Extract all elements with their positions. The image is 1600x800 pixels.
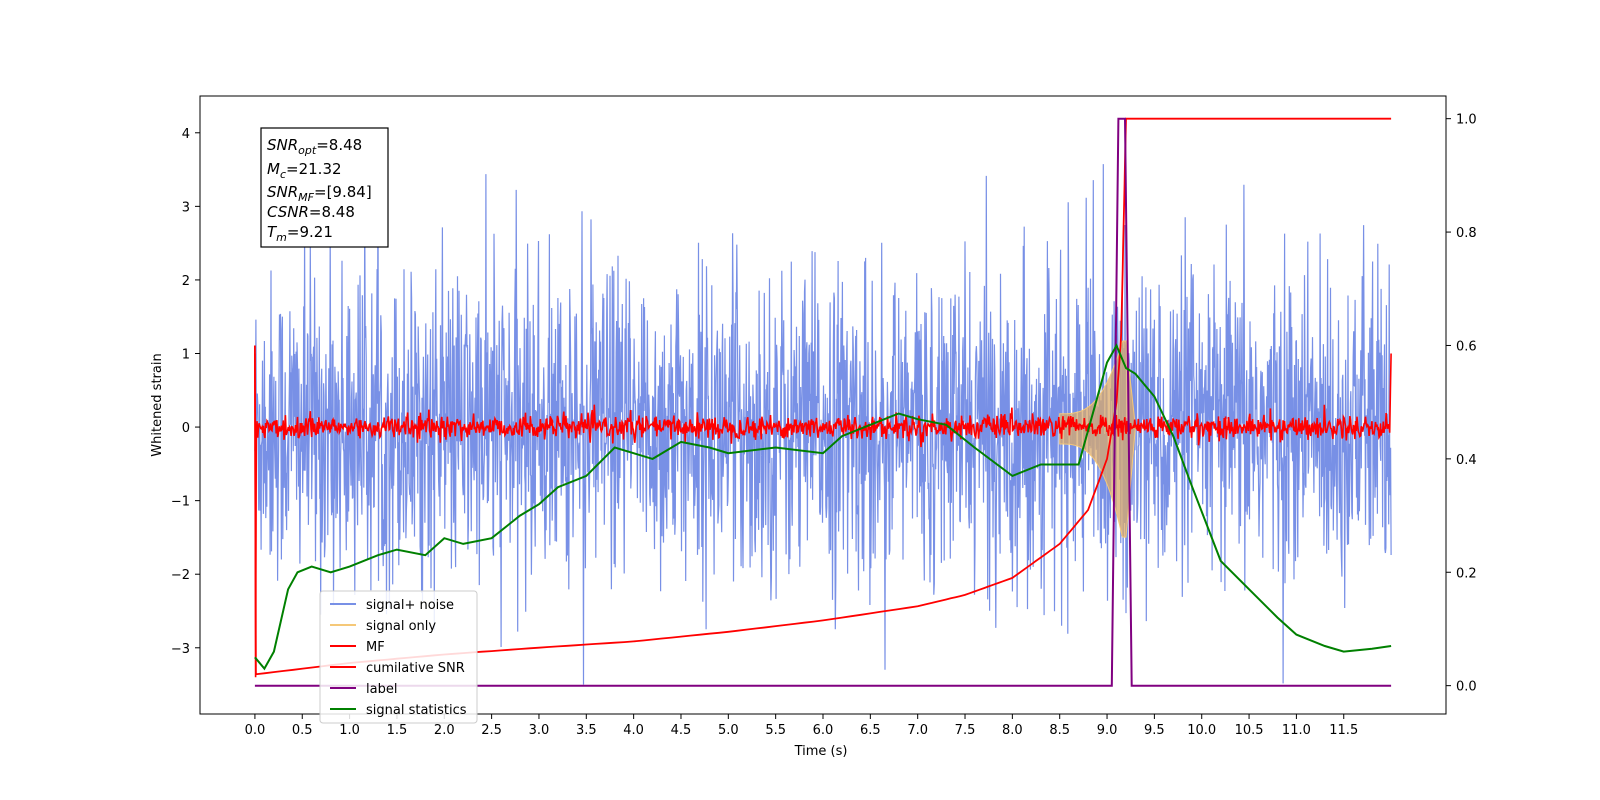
legend-frame <box>319 590 478 724</box>
info-tm-value: =9.21 <box>287 223 333 241</box>
info-snr-opt-sub: opt <box>298 144 317 157</box>
y-left-tick-label: 0 <box>182 421 190 436</box>
y-axis-left-ticks: −3 −2 −1 0 1 2 3 4 <box>171 127 200 657</box>
x-tick-label: 1.5 <box>387 723 408 738</box>
info-snr-mf-value: =[9.84] <box>314 183 372 201</box>
x-tick-label: 10.5 <box>1235 723 1264 738</box>
info-snr-mf: SNRMF=[9.84] <box>267 183 372 204</box>
info-box: SNRopt=8.48 Mc=21.32 SNRMF=[9.84] CSNR=8… <box>260 127 389 248</box>
y-right-tick-label: 1.0 <box>1456 113 1477 128</box>
y-right-tick-label: 0.8 <box>1456 226 1477 241</box>
x-tick-label: 6.0 <box>813 723 834 738</box>
x-tick-label: 3.0 <box>529 723 550 738</box>
x-axis-label: Time (s) <box>794 744 848 759</box>
info-csnr-base: CSNR <box>267 203 309 221</box>
series-signal-statistics <box>254 343 1392 671</box>
info-csnr-value: =8.48 <box>309 203 355 221</box>
y-right-tick-label: 0.0 <box>1456 680 1477 695</box>
y-left-tick-label: 1 <box>182 348 190 363</box>
x-tick-label: 5.5 <box>765 723 786 738</box>
x-tick-label: 1.0 <box>339 723 360 738</box>
y-right-tick-label: 0.6 <box>1456 339 1477 354</box>
info-snr-mf-sub: MF <box>298 191 314 204</box>
x-tick-label: 6.5 <box>860 723 881 738</box>
x-tick-label: 2.0 <box>434 723 455 738</box>
info-mc-sub: c <box>280 168 286 181</box>
series-signal-only <box>1059 340 1136 538</box>
legend-label: signal statistics <box>366 703 467 718</box>
y-left-tick-label: 2 <box>182 274 190 289</box>
x-tick-label: 8.0 <box>1002 723 1023 738</box>
x-tick-label: 11.0 <box>1282 723 1311 738</box>
y-right-tick-label: 0.2 <box>1456 566 1477 581</box>
x-tick-label: 7.0 <box>907 723 928 738</box>
info-tm-sub: m <box>276 231 287 244</box>
legend: signal+ noise signal only MF cumilative SNR… <box>319 590 478 724</box>
legend-label: signal+ noise <box>366 598 454 613</box>
x-tick-label: 11.5 <box>1329 723 1358 738</box>
x-tick-label: 10.0 <box>1187 723 1216 738</box>
x-tick-label: 9.0 <box>1097 723 1118 738</box>
x-tick-label: 4.0 <box>623 723 644 738</box>
x-tick-label: 0.5 <box>292 723 313 738</box>
x-tick-label: 5.0 <box>718 723 739 738</box>
info-tm-base: T <box>267 223 278 241</box>
y-left-tick-label: −2 <box>171 568 190 583</box>
y-left-tick-label: 4 <box>182 127 190 142</box>
y-left-tick-label: 3 <box>182 200 190 215</box>
legend-label: cumilative SNR <box>366 661 465 676</box>
series-signal-noise <box>254 132 1392 685</box>
y-axis-label: Whitened strain <box>150 353 165 456</box>
legend-label: MF <box>366 640 385 655</box>
info-mc: Mc=21.32 <box>267 160 342 181</box>
x-tick-label: 0.0 <box>245 723 266 738</box>
info-csnr: CSNR=8.48 <box>267 203 355 221</box>
x-tick-label: 2.5 <box>481 723 502 738</box>
info-snr-mf-base: SNR <box>267 183 298 201</box>
series-mf <box>254 353 1392 678</box>
y-left-tick-label: −1 <box>171 495 190 510</box>
info-snr-opt-base: SNR <box>267 136 298 154</box>
info-tm: Tm=9.21 <box>267 223 333 244</box>
x-axis-ticks: 0.0 0.5 1.0 1.5 2.0 2.5 3.0 3.5 4.0 4.5 5.0 5.5 6.0 6… <box>245 714 1358 738</box>
info-mc-base: M <box>267 160 280 178</box>
info-snr-opt-value: =8.48 <box>316 136 362 154</box>
legend-label: signal only <box>366 619 436 634</box>
info-mc-value: =21.32 <box>286 160 342 178</box>
y-left-tick-label: −3 <box>171 642 190 657</box>
x-tick-label: 7.5 <box>955 723 976 738</box>
legend-label: label <box>366 682 397 697</box>
series-label <box>254 117 1392 687</box>
y-axis-right-ticks: 0.0 0.2 0.4 0.6 0.8 1.0 <box>1446 113 1477 695</box>
y-right-tick-label: 0.4 <box>1456 453 1477 468</box>
info-box-frame <box>260 127 389 248</box>
x-tick-label: 9.5 <box>1144 723 1165 738</box>
x-tick-label: 4.5 <box>671 723 692 738</box>
info-snr-opt: SNRopt=8.48 <box>267 136 362 157</box>
x-tick-label: 3.5 <box>576 723 597 738</box>
x-tick-label: 8.5 <box>1049 723 1070 738</box>
